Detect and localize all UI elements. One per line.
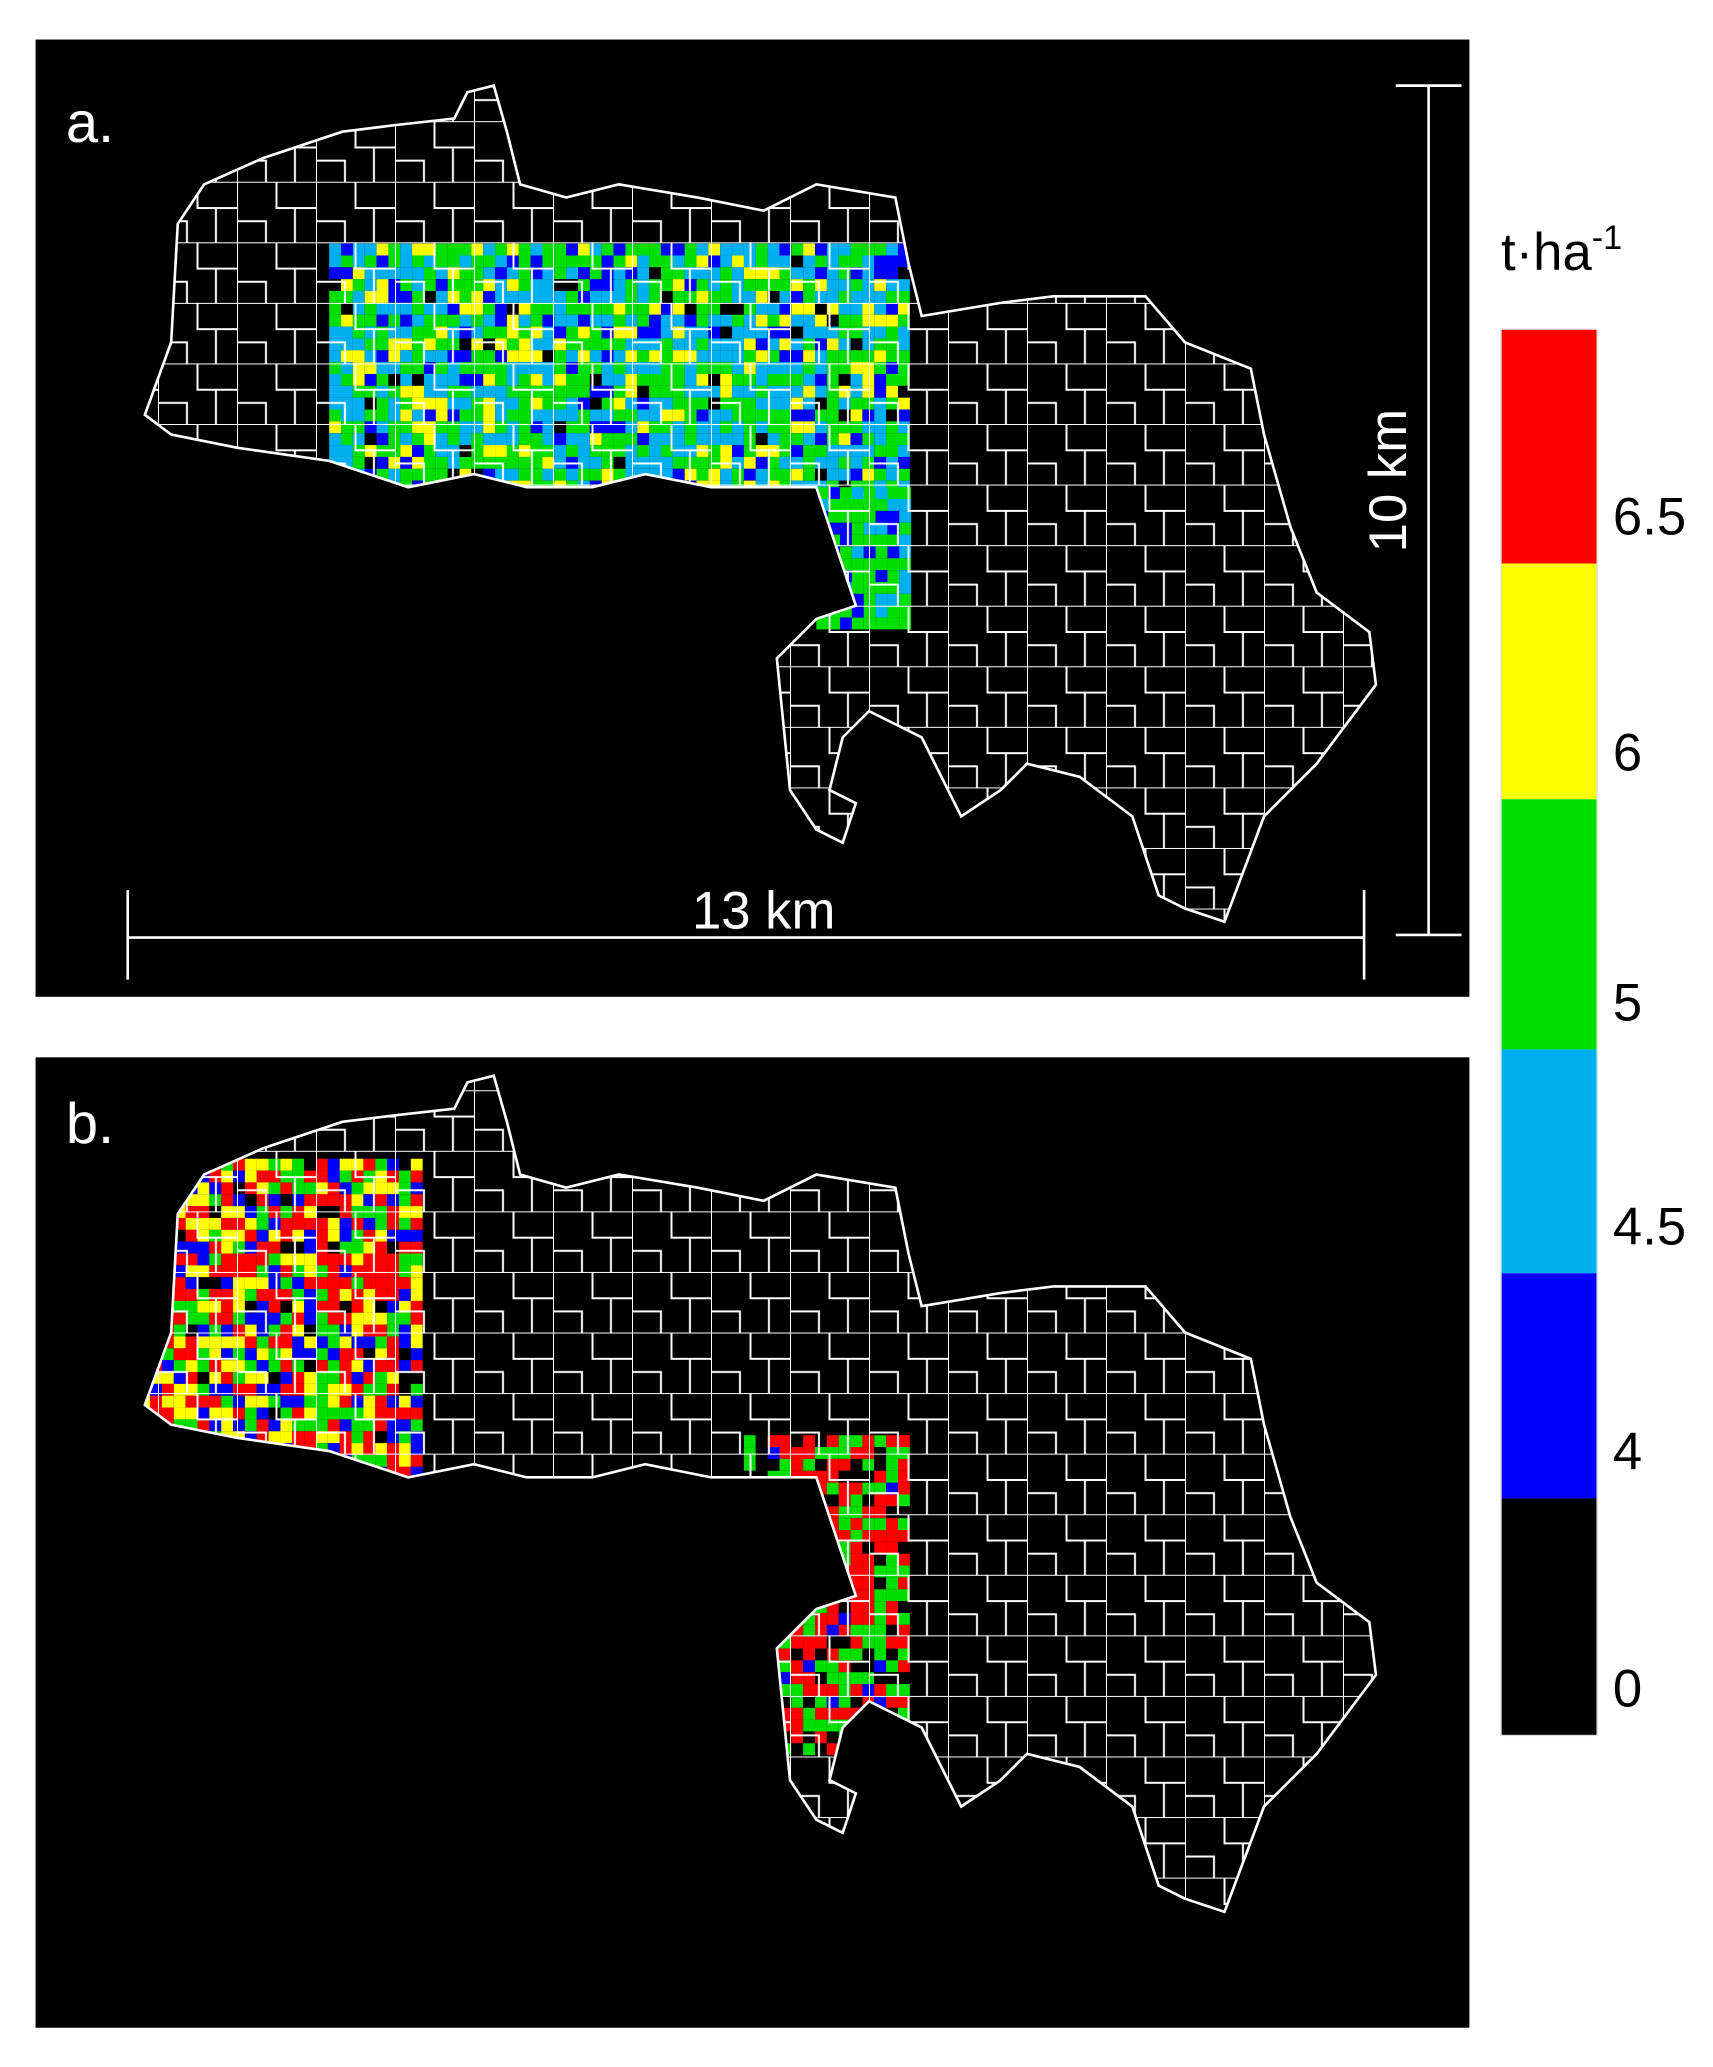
colorbar: 6.5 6 5 4.5 4 0 bbox=[1500, 328, 1686, 1737]
unit-text: t·ha bbox=[1501, 223, 1592, 282]
colorbar-band bbox=[1501, 799, 1598, 1050]
colorbar-band bbox=[1501, 1273, 1598, 1499]
colorbar-label: 4 bbox=[1613, 1422, 1642, 1481]
scale-label: 10 km bbox=[1359, 409, 1418, 552]
unit-exponent: -1 bbox=[1592, 219, 1622, 257]
legend-unit: t·ha-1 bbox=[1501, 219, 1622, 282]
colorbar-frame bbox=[1500, 328, 1598, 1737]
colorbar-band bbox=[1501, 1498, 1598, 1736]
colorbar-label: 5 bbox=[1613, 973, 1642, 1032]
panel-label: b. bbox=[66, 1092, 114, 1156]
scale-bars bbox=[126, 84, 1462, 980]
colorbar-label: 6.5 bbox=[1613, 488, 1686, 547]
colorbar-label: 0 bbox=[1613, 1659, 1642, 1718]
colorbar-band bbox=[1501, 329, 1598, 564]
colorbar-label: 4.5 bbox=[1613, 1197, 1686, 1256]
scale-label: 13 km bbox=[692, 881, 835, 940]
colorbar-label: 6 bbox=[1613, 723, 1642, 782]
colorbar-band bbox=[1501, 1049, 1598, 1274]
panel-label: a. bbox=[66, 91, 114, 155]
colorbar-band bbox=[1501, 563, 1598, 800]
